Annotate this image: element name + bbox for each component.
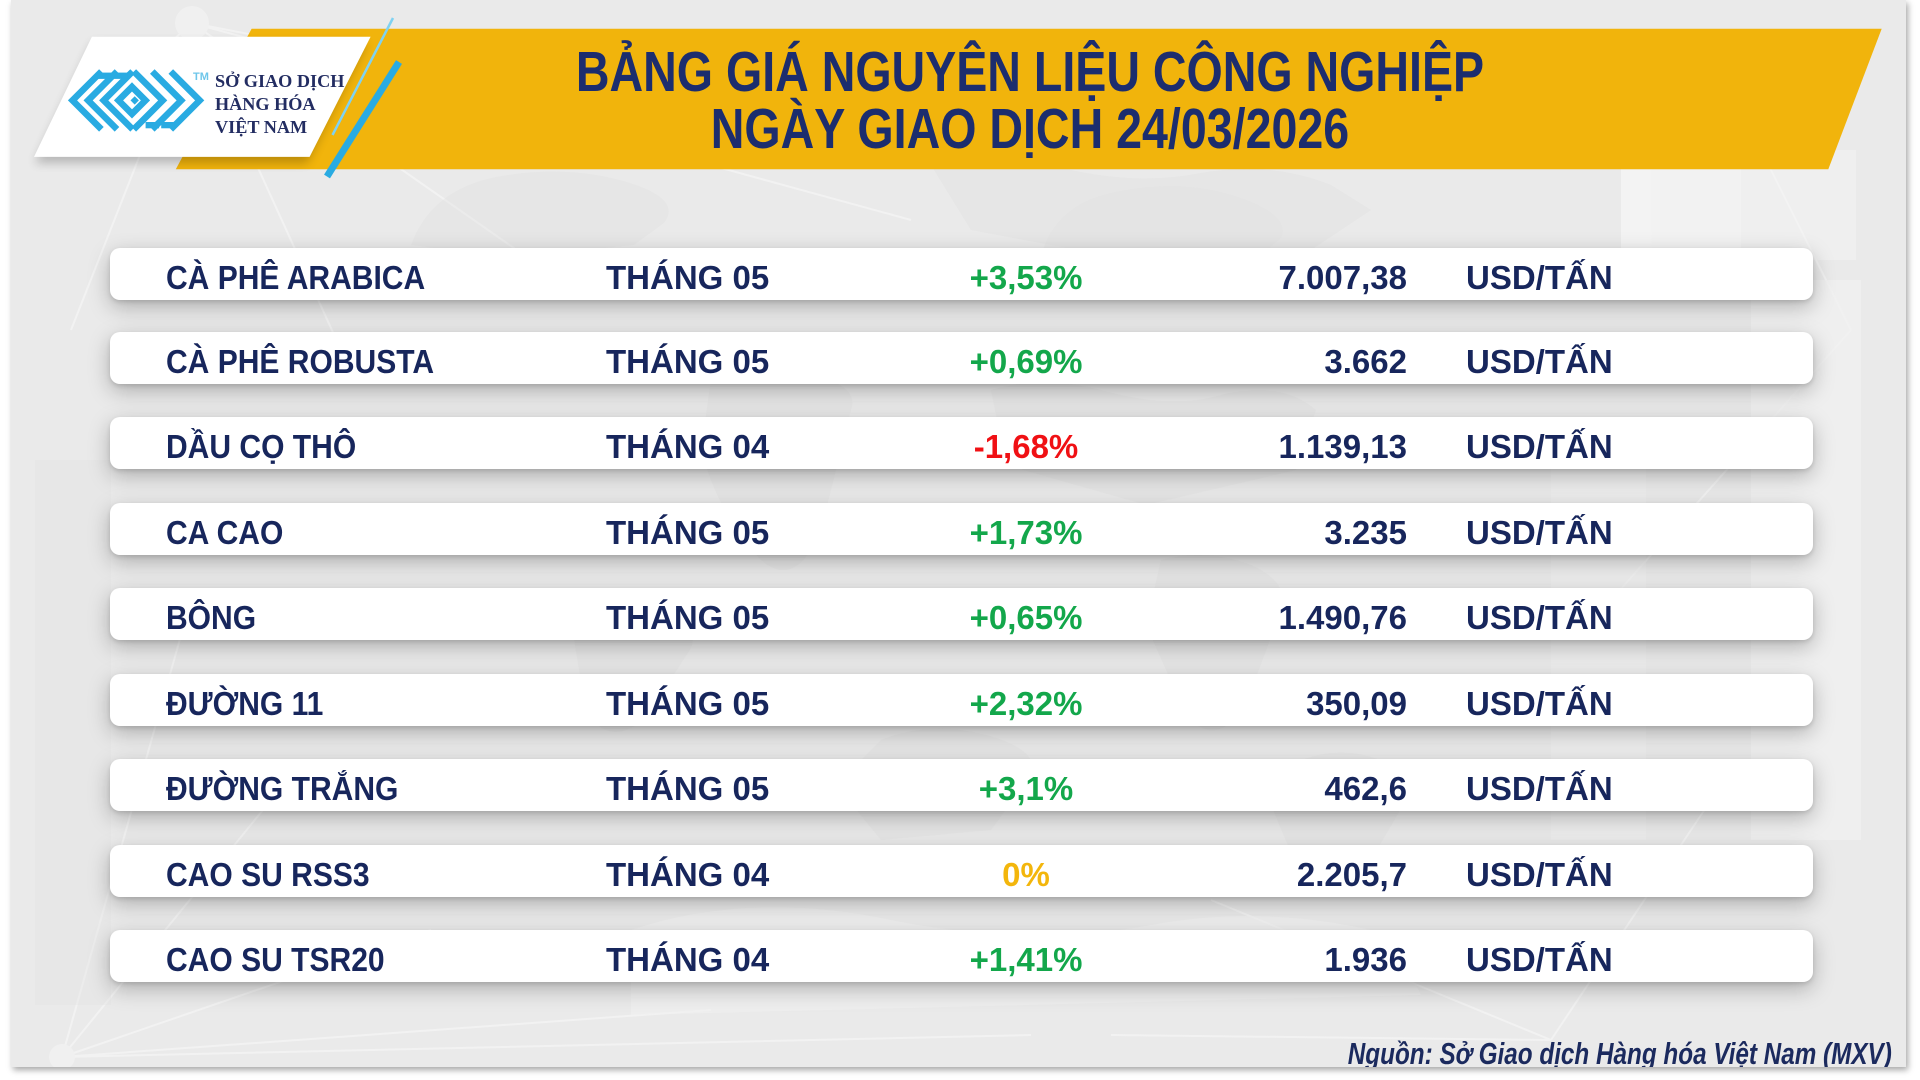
svg-text:VIỆT NAM: VIỆT NAM [215, 116, 307, 137]
svg-text:SỞ GIAO DỊCH: SỞ GIAO DỊCH [215, 70, 344, 91]
svg-text:TM: TM [193, 71, 209, 83]
svg-text:HÀNG HÓA: HÀNG HÓA [215, 93, 316, 114]
